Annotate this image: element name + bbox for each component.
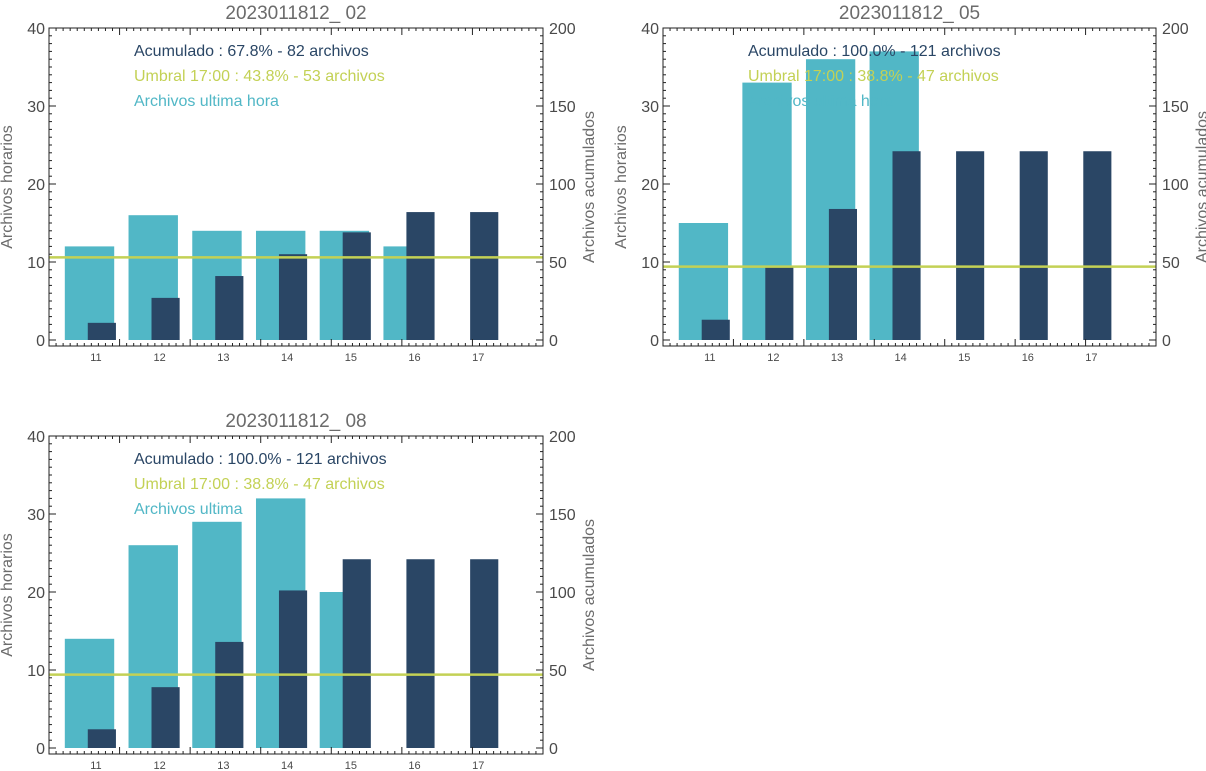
cumulative-bar	[470, 559, 499, 748]
legend-threshold: Umbral 17:00 : 43.8% - 53 archivos	[134, 68, 385, 85]
x-tick-label: 14	[895, 352, 907, 364]
x-tick-label: 17	[1085, 352, 1097, 364]
cumulative-bar	[87, 729, 116, 748]
left-tick-label: 10	[641, 255, 659, 272]
right-tick-label: 150	[1162, 99, 1189, 116]
right-tick-label: 0	[549, 333, 558, 350]
x-tick-label: 14	[281, 352, 293, 364]
cumulative-bar	[215, 276, 244, 340]
left-tick-label: 0	[36, 333, 45, 350]
legend-hourly: Archivos ultima	[134, 501, 243, 518]
cumulative-bar	[765, 266, 794, 340]
legend-hourly: Archivos ultima hora	[748, 93, 893, 110]
cumulative-bar	[278, 590, 308, 748]
legend-hourly: Archivos ultima hora	[134, 93, 279, 110]
left-tick-label: 20	[641, 177, 659, 194]
chart-panel: 2023011812_ 05 0 10 20 30 40 0 50 100 150 200 11 12 1…	[613, 3, 1206, 364]
left-tick-label: 30	[27, 507, 45, 524]
legend-cumulative: Acumulado : 100.0% - 121 archivos	[134, 451, 387, 468]
left-tick-label: 0	[650, 333, 659, 350]
right-tick-label: 200	[549, 21, 576, 38]
x-tick-label: 13	[217, 352, 229, 364]
right-tick-label: 100	[1162, 177, 1189, 194]
right-tick-label: 100	[549, 177, 576, 194]
y2-axis-label: Archivos acumulados	[1194, 111, 1206, 263]
cumulative-bar	[892, 151, 921, 340]
legend-cumulative: Acumulado : 100.0% - 121 archivos	[748, 43, 1001, 60]
left-tick-label: 40	[27, 21, 45, 38]
cumulative-bar	[151, 687, 180, 748]
cumulative-bar	[701, 319, 730, 340]
x-tick-label: 16	[408, 352, 420, 364]
right-tick-label: 50	[1162, 255, 1180, 272]
chart-title: 2023011812_ 05	[839, 3, 980, 24]
legend-threshold: Umbral 17:00 : 38.8% - 47 archivos	[134, 476, 385, 493]
x-tick-label: 11	[90, 760, 101, 771]
left-tick-label: 20	[27, 177, 45, 194]
cumulative-bar	[87, 322, 116, 340]
right-tick-label: 200	[549, 429, 576, 446]
cumulative-bar	[1019, 151, 1048, 340]
cumulative-bar	[342, 232, 371, 340]
right-tick-label: 150	[549, 507, 576, 524]
x-tick-label: 14	[281, 760, 293, 771]
y2-axis-label: Archivos acumulados	[581, 519, 598, 671]
x-tick-label: 12	[154, 760, 166, 771]
x-tick-label: 15	[345, 352, 357, 364]
x-tick-label: 15	[958, 352, 970, 364]
right-tick-label: 0	[549, 741, 558, 758]
left-tick-label: 40	[27, 429, 45, 446]
x-tick-label: 12	[154, 352, 166, 364]
legend-cumulative: Acumulado : 67.8% - 82 archivos	[134, 43, 369, 60]
cumulative-bar	[342, 559, 371, 748]
legend-threshold: Umbral 17:00 : 38.8% - 47 archivos	[748, 68, 999, 85]
x-tick-label: 16	[408, 760, 420, 771]
x-tick-label: 17	[472, 352, 484, 364]
right-tick-label: 50	[549, 255, 567, 272]
cumulative-bar	[406, 212, 435, 340]
left-tick-label: 20	[27, 585, 45, 602]
chart-panel: 2023011812_ 08 0 10 20 30 40 0 50 100 150 200 11 12 1…	[0, 411, 598, 771]
x-tick-label: 13	[831, 352, 843, 364]
chart-panel: 2023011812_ 02 0 10 20 30 40 0 50 100 150 200 11 12 1…	[0, 3, 598, 364]
cumulative-bar	[828, 208, 857, 340]
x-tick-label: 16	[1022, 352, 1034, 364]
left-tick-label: 40	[641, 21, 659, 38]
x-tick-label: 11	[704, 352, 715, 364]
cumulative-bar	[470, 212, 499, 340]
chart-title: 2023011812_ 08	[225, 411, 366, 432]
right-tick-label: 50	[549, 663, 567, 680]
cumulative-bar	[956, 151, 985, 340]
right-tick-label: 0	[1162, 333, 1171, 350]
y2-axis-label: Archivos acumulados	[581, 111, 598, 263]
x-tick-label: 17	[472, 760, 484, 771]
x-tick-label: 11	[90, 352, 101, 364]
cumulative-bar	[1083, 151, 1112, 340]
chart-title: 2023011812_ 02	[225, 3, 366, 24]
left-tick-label: 0	[36, 741, 45, 758]
left-tick-label: 10	[27, 255, 45, 272]
cumulative-bar	[278, 254, 308, 340]
x-tick-label: 12	[767, 352, 779, 364]
left-tick-label: 30	[641, 99, 659, 116]
cumulative-bar	[215, 641, 244, 748]
y-axis-label: Archivos horarios	[0, 533, 16, 657]
x-tick-label: 15	[345, 760, 357, 771]
y-axis-label: Archivos horarios	[613, 125, 630, 249]
y-axis-label: Archivos horarios	[0, 125, 16, 249]
right-tick-label: 150	[549, 99, 576, 116]
right-tick-label: 100	[549, 585, 576, 602]
left-tick-label: 30	[27, 99, 45, 116]
cumulative-bar	[151, 297, 180, 340]
right-tick-label: 200	[1162, 21, 1189, 38]
left-tick-label: 10	[27, 663, 45, 680]
x-tick-label: 13	[217, 760, 229, 771]
cumulative-bar	[406, 559, 435, 748]
